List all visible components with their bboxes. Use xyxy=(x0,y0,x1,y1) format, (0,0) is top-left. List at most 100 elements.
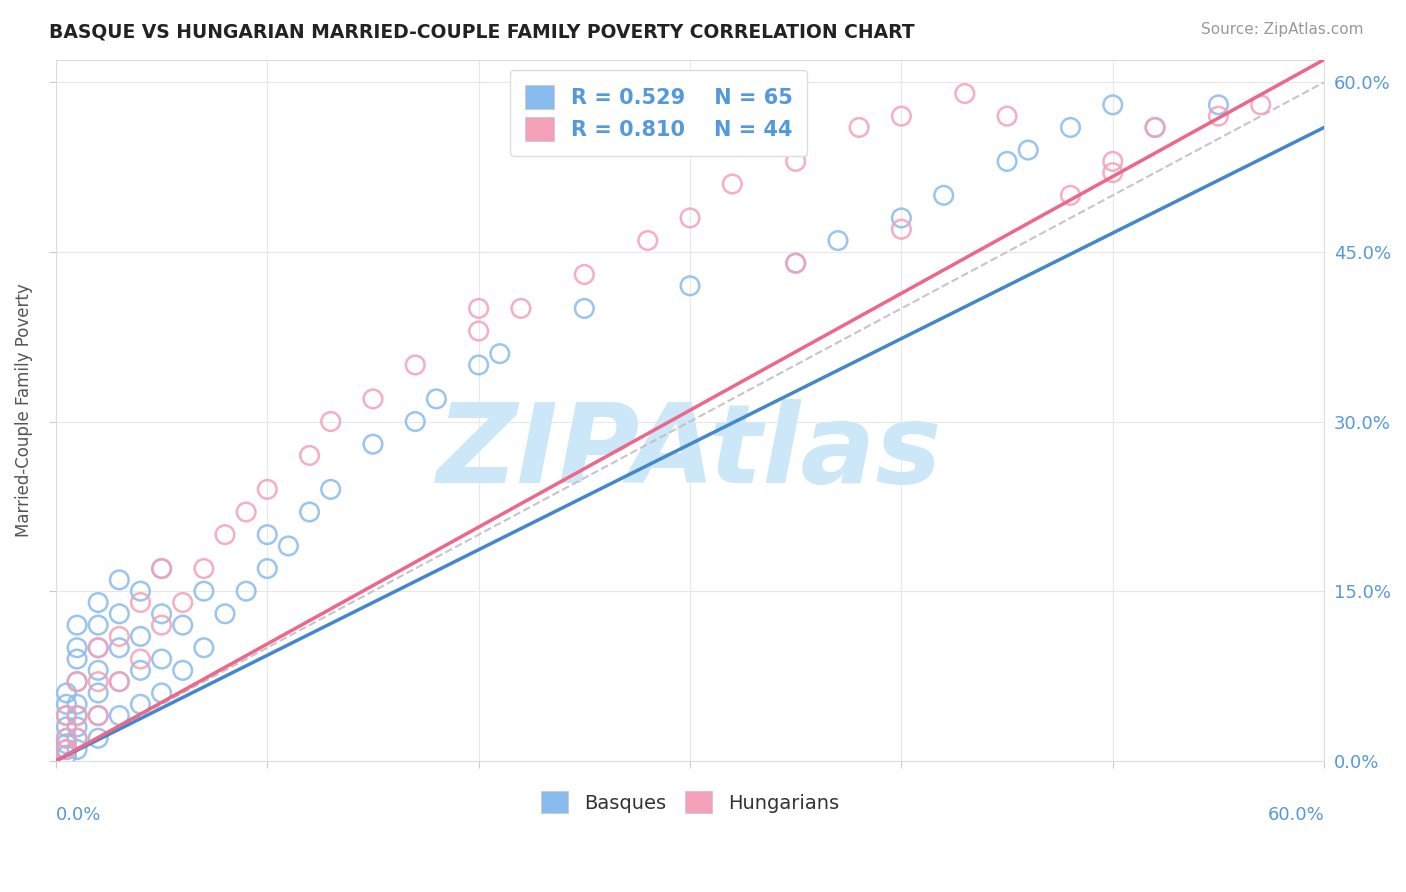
Point xyxy=(574,268,596,282)
Point xyxy=(66,618,89,632)
Point xyxy=(1208,109,1230,123)
Point xyxy=(87,640,110,655)
Point xyxy=(66,708,89,723)
Point xyxy=(108,674,131,689)
Point xyxy=(721,177,744,191)
Point xyxy=(890,222,912,236)
Point xyxy=(87,708,110,723)
Point xyxy=(785,154,807,169)
Point xyxy=(785,256,807,270)
Point xyxy=(995,154,1018,169)
Point xyxy=(87,674,110,689)
Point xyxy=(425,392,447,406)
Point xyxy=(55,748,77,763)
Point xyxy=(129,595,152,609)
Text: BASQUE VS HUNGARIAN MARRIED-COUPLE FAMILY POVERTY CORRELATION CHART: BASQUE VS HUNGARIAN MARRIED-COUPLE FAMIL… xyxy=(49,22,915,41)
Point xyxy=(66,731,89,746)
Point xyxy=(150,607,173,621)
Point xyxy=(55,742,77,756)
Point xyxy=(214,527,236,541)
Point xyxy=(637,234,659,248)
Point xyxy=(66,674,89,689)
Point xyxy=(1208,98,1230,112)
Y-axis label: Married-Couple Family Poverty: Married-Couple Family Poverty xyxy=(15,284,32,537)
Point xyxy=(87,595,110,609)
Point xyxy=(319,483,342,497)
Point xyxy=(953,87,976,101)
Point xyxy=(66,720,89,734)
Text: ZIPAtlas: ZIPAtlas xyxy=(437,399,943,506)
Point xyxy=(55,720,77,734)
Point xyxy=(298,505,321,519)
Point xyxy=(108,708,131,723)
Point xyxy=(108,640,131,655)
Point xyxy=(172,664,194,678)
Point xyxy=(66,652,89,666)
Point xyxy=(55,698,77,712)
Point xyxy=(172,618,194,632)
Point xyxy=(108,629,131,643)
Point xyxy=(172,595,194,609)
Point xyxy=(361,437,384,451)
Point xyxy=(1059,188,1081,202)
Point xyxy=(361,392,384,406)
Point xyxy=(150,652,173,666)
Point xyxy=(129,652,152,666)
Point xyxy=(319,415,342,429)
Point xyxy=(890,109,912,123)
Point xyxy=(150,561,173,575)
Point xyxy=(193,584,215,599)
Point xyxy=(574,301,596,316)
Point xyxy=(467,324,489,338)
Point xyxy=(214,607,236,621)
Point xyxy=(256,527,278,541)
Point xyxy=(129,629,152,643)
Point xyxy=(55,686,77,700)
Point xyxy=(995,109,1018,123)
Point xyxy=(150,686,173,700)
Point xyxy=(87,686,110,700)
Point xyxy=(1101,154,1123,169)
Point xyxy=(679,278,702,293)
Point xyxy=(298,449,321,463)
Point xyxy=(55,737,77,751)
Point xyxy=(87,731,110,746)
Point xyxy=(55,742,77,756)
Point xyxy=(193,561,215,575)
Point xyxy=(193,640,215,655)
Point xyxy=(108,674,131,689)
Point xyxy=(108,607,131,621)
Point xyxy=(510,301,533,316)
Point xyxy=(488,346,510,360)
Point xyxy=(66,742,89,756)
Point xyxy=(1017,143,1039,157)
Point xyxy=(848,120,870,135)
Point xyxy=(1250,98,1272,112)
Point xyxy=(932,188,955,202)
Point xyxy=(256,561,278,575)
Point xyxy=(467,358,489,372)
Point xyxy=(150,618,173,632)
Point xyxy=(129,664,152,678)
Point xyxy=(66,708,89,723)
Text: 0.0%: 0.0% xyxy=(56,806,101,824)
Point xyxy=(66,674,89,689)
Point xyxy=(129,584,152,599)
Point xyxy=(1144,120,1167,135)
Point xyxy=(277,539,299,553)
Point xyxy=(87,640,110,655)
Point xyxy=(55,708,77,723)
Point xyxy=(256,483,278,497)
Point xyxy=(467,301,489,316)
Point xyxy=(66,640,89,655)
Point xyxy=(1101,98,1123,112)
Legend: Basques, Hungarians: Basques, Hungarians xyxy=(533,783,846,822)
Point xyxy=(87,708,110,723)
Point xyxy=(87,618,110,632)
Point xyxy=(235,505,257,519)
Point xyxy=(55,731,77,746)
Text: Source: ZipAtlas.com: Source: ZipAtlas.com xyxy=(1201,22,1364,37)
Point xyxy=(827,234,849,248)
Point xyxy=(66,731,89,746)
Point xyxy=(785,256,807,270)
